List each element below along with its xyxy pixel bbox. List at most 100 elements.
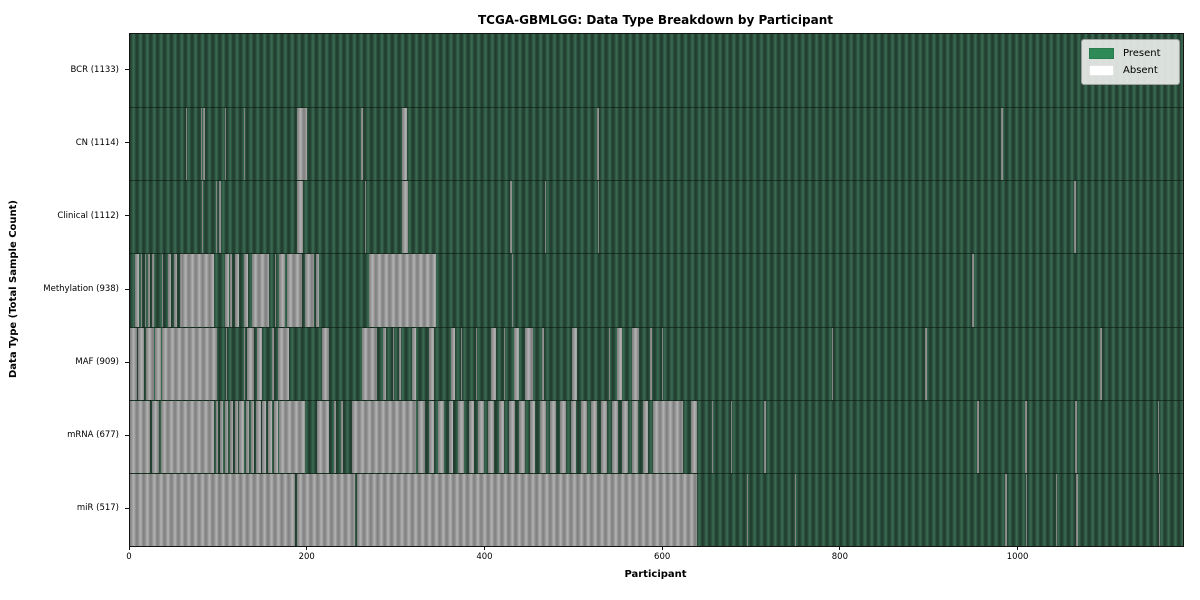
- absent-segment: [279, 400, 305, 473]
- absent-segment: [650, 327, 652, 400]
- absent-segment: [256, 400, 261, 473]
- absent-segment: [1157, 400, 1160, 473]
- absent-segment: [490, 327, 496, 400]
- absent-segment: [746, 473, 749, 546]
- plot-area: [129, 33, 1184, 547]
- absent-segment: [519, 400, 526, 473]
- absent-segment: [460, 327, 462, 400]
- y-tick-label-MAF: MAF (909): [75, 357, 119, 368]
- y-tick-label-Methylation: Methylation (938): [43, 284, 119, 294]
- absent-segment: [147, 254, 150, 327]
- absent-segment: [539, 400, 546, 473]
- absent-segment: [529, 400, 536, 473]
- absent-segment: [251, 254, 269, 327]
- absent-segment: [383, 327, 386, 400]
- absent-segment: [152, 400, 160, 473]
- x-tick-label: 0: [126, 552, 132, 562]
- absent-segment: [730, 400, 733, 473]
- absent-segment: [511, 254, 513, 327]
- absent-segment: [234, 254, 240, 327]
- absent-segment: [229, 400, 234, 473]
- absent-segment: [1075, 473, 1079, 546]
- absent-segment: [1005, 473, 1007, 546]
- absent-segment: [234, 400, 238, 473]
- absent-segment: [229, 254, 232, 327]
- y-tick-label-miR: miR (517): [76, 503, 119, 514]
- absent-segment: [151, 254, 154, 327]
- row-band-miR: [130, 472, 1183, 546]
- absent-segment: [257, 327, 263, 400]
- absent-segment: [632, 327, 640, 400]
- x-axis-label: Participant: [624, 569, 687, 580]
- absent-segment: [137, 327, 145, 400]
- absent-segment: [1026, 473, 1028, 546]
- absent-segment: [297, 473, 356, 546]
- absent-segment: [412, 327, 416, 400]
- absent-segment: [560, 400, 567, 473]
- legend-swatch-present-icon: [1089, 48, 1114, 59]
- row-band-BCR: [130, 34, 1183, 108]
- y-tick-label-BCR: BCR (1133): [70, 64, 120, 75]
- absent-segment: [201, 181, 203, 254]
- absent-segment: [832, 327, 834, 400]
- legend-label-absent: Absent: [1123, 65, 1158, 76]
- absent-segment: [1074, 181, 1076, 254]
- x-tick-label: 400: [476, 552, 493, 562]
- absent-segment: [321, 327, 330, 400]
- absent-segment: [622, 400, 628, 473]
- absent-segment: [457, 400, 465, 473]
- absent-segment: [591, 400, 597, 473]
- absent-segment: [243, 254, 249, 327]
- absent-segment: [1001, 108, 1004, 181]
- absent-segment: [297, 108, 307, 181]
- absent-segment: [513, 327, 520, 400]
- absent-segment: [130, 400, 151, 473]
- absent-segment: [690, 400, 697, 473]
- y-tick-label-Clinical: Clinical (1112): [57, 210, 119, 221]
- x-tick-label: 1000: [1006, 552, 1029, 562]
- absent-segment: [652, 400, 683, 473]
- x-tick-label: 200: [298, 552, 315, 562]
- absent-segment: [361, 108, 363, 181]
- absent-segment: [1074, 400, 1078, 473]
- absent-segment: [438, 400, 444, 473]
- absent-segment: [632, 400, 639, 473]
- row-band-Clinical: [130, 180, 1183, 254]
- absent-segment: [130, 473, 296, 546]
- absent-segment: [161, 254, 163, 327]
- absent-segment: [1159, 473, 1161, 546]
- x-tick-mark: [839, 546, 841, 550]
- absent-segment: [428, 400, 434, 473]
- y-tick-mark: [125, 69, 129, 71]
- absent-segment: [510, 181, 512, 254]
- absent-segment: [600, 400, 608, 473]
- absent-segment: [247, 327, 254, 400]
- absent-segment: [925, 327, 927, 400]
- absent-segment: [611, 400, 618, 473]
- absent-segment: [334, 400, 337, 473]
- y-tick-mark: [125, 361, 129, 363]
- absent-segment: [468, 400, 474, 473]
- absent-segment: [1025, 400, 1028, 473]
- absent-segment: [401, 181, 409, 254]
- absent-segment: [1100, 327, 1102, 400]
- absent-segment: [225, 327, 228, 400]
- absent-segment: [219, 181, 221, 254]
- y-tick-label-CN: CN (1114): [75, 137, 119, 148]
- absent-segment: [154, 327, 162, 400]
- chart-title: TCGA-GBMLGG: Data Type Breakdown by Part…: [478, 13, 833, 27]
- absent-segment: [369, 254, 436, 327]
- x-axis: 0 200 400 600 800 1000: [126, 546, 1182, 576]
- y-axis: BCR (1133) CN (1114) Clinical (1112) Methyl…: [0, 33, 129, 545]
- absent-segment: [478, 400, 484, 473]
- absent-segment: [661, 327, 664, 400]
- absent-segment: [274, 254, 277, 327]
- x-tick-mark: [128, 546, 130, 550]
- absent-segment: [216, 400, 219, 473]
- absent-segment: [182, 254, 214, 327]
- absent-segment: [597, 108, 599, 181]
- x-tick-mark: [306, 546, 308, 550]
- absent-segment: [764, 400, 766, 473]
- legend-label-present: Present: [1123, 48, 1161, 59]
